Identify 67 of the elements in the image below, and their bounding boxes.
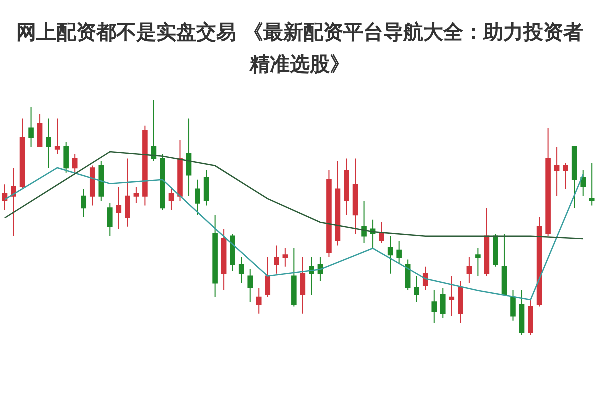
candlestick: [344, 158, 350, 216]
candlestick: [362, 200, 367, 244]
candlestick: [125, 158, 130, 228]
candlestick: [484, 208, 490, 277]
candlestick: [352, 158, 358, 234]
candlestick: [64, 142, 69, 174]
candlestick: [292, 248, 297, 308]
candlestick: [466, 256, 472, 284]
candlestick: [414, 276, 420, 303]
candlestick: [300, 256, 306, 314]
candlestick: [335, 160, 341, 246]
candlestick: [326, 170, 332, 258]
candlestick: [221, 228, 227, 291]
candlestick: [519, 290, 525, 336]
candlestick: [379, 222, 384, 244]
candlestick: [476, 248, 481, 277]
candlestick: [37, 114, 43, 148]
candlestick: [309, 256, 314, 296]
candlestick: [195, 179, 200, 216]
candlestick: [493, 233, 498, 268]
candlestick: [46, 118, 52, 169]
candlestick: [54, 118, 60, 155]
candlestick: [563, 162, 568, 190]
chart-title: 网上配资都不是实盘交易 《最新配资平台导航大全：助力投资者精准选股》: [16, 19, 584, 78]
candlestick: [142, 125, 148, 206]
candlestick: [554, 146, 560, 197]
candlestick: [230, 233, 236, 272]
candlestick: [510, 290, 516, 322]
candlestick: [28, 106, 34, 148]
candlestick: [572, 146, 578, 209]
candlestick: [265, 256, 271, 298]
candlestick: [186, 118, 192, 197]
candlestick: [160, 154, 166, 211]
candlestick: [20, 118, 26, 190]
candlestick: [81, 188, 87, 218]
candlestick: [2, 184, 8, 211]
candlestick: [580, 170, 586, 197]
candlestick: [282, 248, 288, 268]
candlestick: [422, 266, 428, 291]
candlestick: [134, 186, 140, 204]
candlestick: [274, 245, 280, 274]
candlestick: [72, 154, 78, 174]
candlestick: [178, 139, 183, 202]
candlestick: [108, 202, 113, 237]
candlestick: [151, 100, 157, 162]
candlestick: [546, 128, 551, 237]
candlestick: [212, 214, 218, 298]
candlestick: [589, 162, 595, 206]
candlestick: [168, 186, 174, 211]
candlestick: [502, 233, 508, 296]
candlestick: [528, 299, 534, 336]
candlestick: [238, 256, 244, 284]
candlestick: [458, 280, 464, 324]
candlestick: [248, 268, 253, 303]
candlestick: [396, 240, 402, 265]
candlestick: [116, 186, 122, 230]
candlestick: [536, 217, 542, 308]
candlestick: [11, 168, 16, 237]
candlestick: [432, 290, 438, 324]
candlestick: [98, 160, 104, 202]
candlestick: [256, 288, 262, 314]
candlestick: [90, 165, 96, 206]
candlestick: [405, 259, 411, 291]
candlestick: [204, 170, 210, 206]
candlestick: [388, 236, 394, 274]
candlestick: [440, 288, 446, 320]
candlestick: [449, 276, 455, 317]
